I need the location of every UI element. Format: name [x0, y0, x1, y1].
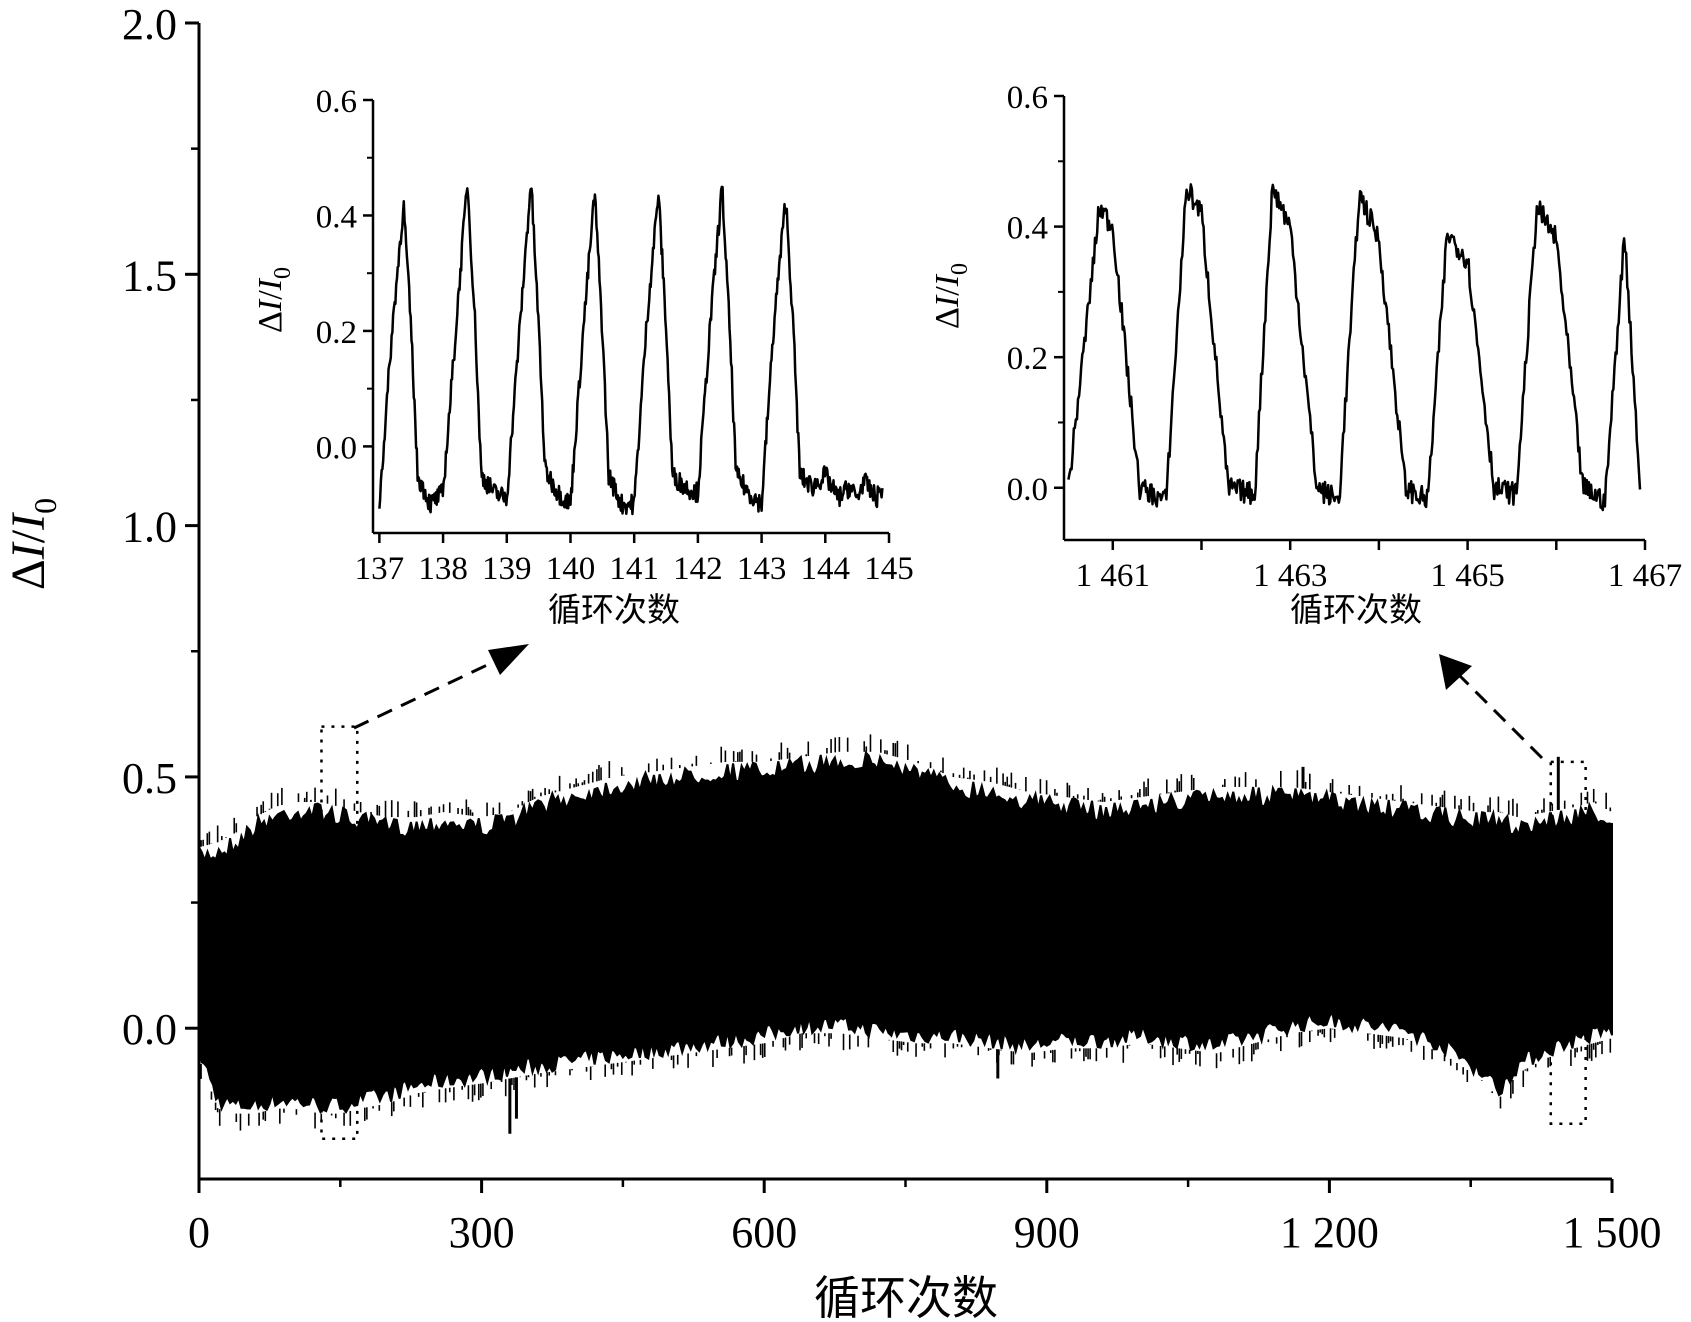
inset-x-tick-label: 1 461 [1076, 558, 1150, 594]
y-tick-label: 0.5 [122, 754, 177, 803]
inset-y-tick-label: 0.0 [1007, 472, 1048, 508]
inset-right: 1 461 1 463 1 465 1 467 0.0 0.2 0.4 0.6 循环次数 Δ… [929, 80, 1682, 629]
left-zoom-arrow [353, 656, 503, 730]
inset-y-tick-label: 0.4 [1007, 211, 1048, 247]
inset-x-tick-label: 143 [737, 551, 787, 587]
inset-x-tick-label: 140 [546, 551, 596, 587]
inset-y-tick-label: 0.6 [1007, 80, 1048, 116]
zoom-box-1 [320, 725, 359, 1141]
inset-right-y-ticks: 0.0 0.2 0.4 0.6 [1007, 80, 1064, 508]
inset-right-axes [1062, 96, 1645, 542]
inset-x-tick-label: 138 [418, 551, 468, 587]
y-tick-label: 1.0 [122, 503, 177, 552]
inset-left-y-ticks: 0.0 0.2 0.4 0.6 [316, 84, 373, 466]
inset-x-tick-label: 137 [355, 551, 405, 587]
inset-x-tick-label: 139 [482, 551, 532, 587]
inset-x-tick-label: 142 [673, 551, 723, 587]
x-tick-label: 900 [1014, 1208, 1080, 1257]
right-zoom-arrow [1458, 674, 1544, 760]
inset-x-tick-label: 144 [801, 551, 851, 587]
inset-x-tick-label: 1 467 [1608, 558, 1682, 594]
y-tick-label: 1.5 [122, 251, 177, 300]
zoom-arrows [353, 644, 1544, 760]
inset-left-x-axis-title: 循环次数 [548, 592, 680, 629]
inset-x-tick-label: 145 [864, 551, 914, 587]
x-tick-label: 1 200 [1280, 1208, 1379, 1257]
inset-y-tick-label: 0.2 [316, 315, 357, 351]
inset-left: 137 138 139 140 141 142 143 144 145 0.0 0.2 0.4 0.6… [252, 84, 914, 629]
main-x-axis-title: 循环次数 [814, 1273, 998, 1322]
x-tick-label: 600 [731, 1208, 797, 1257]
inset-y-tick-label: 0.2 [1007, 341, 1048, 377]
inset-left-axes [371, 100, 889, 535]
inset-left-x-ticks: 137 138 139 140 141 142 143 144 145 [355, 533, 914, 587]
inset-y-tick-label: 0.4 [316, 199, 357, 235]
inset-y-tick-label: 0.6 [316, 84, 357, 120]
main-x-ticks: 0 300 600 900 1 200 1 500 [188, 1179, 1662, 1257]
inset-right-signal [1067, 183, 1642, 512]
zoom-boxes [320, 725, 1587, 1141]
inset-right-x-axis-title: 循环次数 [1290, 592, 1422, 629]
inset-right-x-ticks: 1 461 1 463 1 465 1 467 [1076, 540, 1682, 594]
main-y-ticks: 0.0 0.5 1.0 1.5 2.0 [122, 0, 199, 1054]
x-tick-label: 1 500 [1563, 1208, 1662, 1257]
zoom-box-2 [1549, 760, 1587, 1125]
inset-right-y-axis-title: ΔI/I0 [929, 263, 973, 329]
right-zoom-arrowhead [1439, 654, 1472, 690]
inset-x-tick-label: 1 463 [1253, 558, 1327, 594]
main-signal-noise [200, 734, 1612, 1134]
main-y-axis-title: ΔI/I0 [2, 498, 63, 590]
left-zoom-arrowhead [488, 644, 529, 675]
inset-left-signal [378, 185, 884, 516]
inset-x-tick-label: 141 [609, 551, 659, 587]
inset-y-tick-label: 0.0 [316, 430, 357, 466]
inset-left-y-axis-title: ΔI/I0 [252, 267, 296, 333]
x-tick-label: 300 [449, 1208, 515, 1257]
x-tick-label: 0 [188, 1208, 210, 1257]
y-tick-label: 0.0 [122, 1005, 177, 1054]
y-tick-label: 2.0 [122, 0, 177, 49]
inset-x-tick-label: 1 465 [1430, 558, 1504, 594]
main-signal-band [198, 750, 1613, 1114]
